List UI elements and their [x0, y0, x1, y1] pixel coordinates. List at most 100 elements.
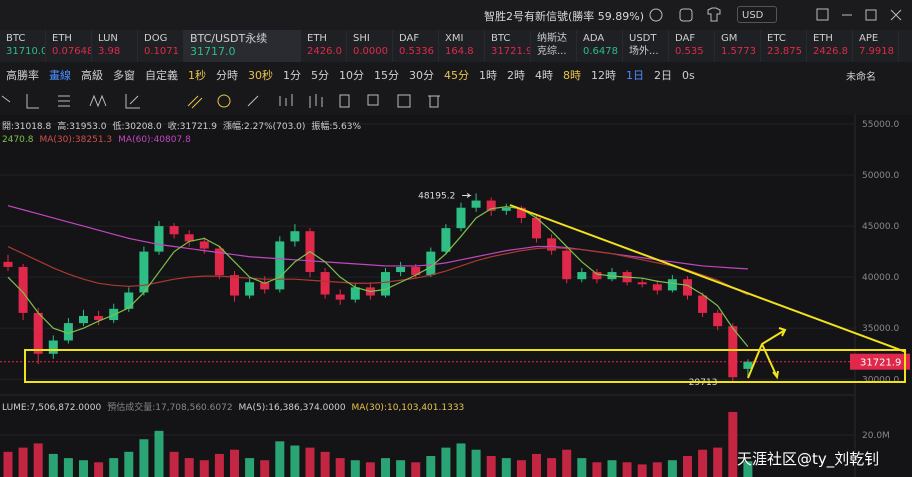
volume-bar	[33, 443, 43, 477]
candle-body	[260, 282, 270, 290]
volume-bar	[547, 458, 557, 477]
legend-item: MA(60):40807.8	[118, 135, 191, 145]
legend-item: LUME:7,506,872.0000	[2, 403, 102, 413]
candle-body	[743, 361, 753, 369]
candle-body	[18, 266, 28, 313]
toolbar-item[interactable]: 45分	[444, 69, 469, 82]
volume-bar	[683, 456, 692, 477]
tool[interactable]	[397, 94, 411, 108]
ticker[interactable]: ETC 23.875	[761, 30, 807, 62]
volume-bar	[426, 456, 436, 477]
currency-select[interactable]: USD	[737, 6, 777, 23]
tool[interactable]	[309, 94, 323, 108]
ticker[interactable]: ETH 2426.0	[301, 30, 347, 62]
toolbar-item[interactable]: 多窗	[113, 69, 135, 82]
toolbar-item[interactable]: 自定義	[145, 69, 178, 82]
ticker[interactable]: ETH 2426.8	[807, 30, 853, 62]
volume-bar	[3, 451, 13, 477]
candle-body	[501, 207, 511, 211]
ticker[interactable]: DOG 0.1071	[138, 30, 184, 62]
toolbar-item[interactable]: 15分	[374, 69, 399, 82]
candle-body	[139, 251, 149, 293]
bell[interactable]	[649, 8, 663, 22]
volume-bar	[411, 462, 421, 477]
toolbar-item[interactable]: 1秒	[188, 69, 206, 82]
ticker[interactable]: USDT 场外...	[623, 30, 669, 62]
shirt[interactable]	[707, 7, 721, 22]
volume-bar	[290, 445, 300, 477]
tool[interactable]	[217, 94, 231, 108]
ticker-name: ETH	[52, 33, 72, 44]
tool[interactable]	[247, 95, 259, 107]
tool[interactable]	[187, 95, 203, 109]
ticker-price: 23.875	[767, 46, 802, 57]
toolbar-item[interactable]: 8時	[563, 69, 581, 82]
toolbar-item[interactable]: 30分	[409, 69, 434, 82]
tool[interactable]	[89, 94, 107, 108]
legend-item: MA(30):10,103,401.1333	[351, 403, 465, 413]
chart-name[interactable]: 未命名	[846, 72, 876, 83]
ticker[interactable]: ETH 0.07648	[46, 30, 92, 62]
ticker[interactable]: BTC/USDT永续 31717.0	[184, 30, 301, 62]
toolbar-item[interactable]: 2日	[654, 69, 672, 82]
settings[interactable]	[679, 8, 693, 22]
ticker[interactable]: APE 7.9918	[853, 30, 899, 62]
ticker[interactable]: ADA 0.6478	[577, 30, 623, 62]
toolbar-item[interactable]: 10分	[339, 69, 364, 82]
volume-bar	[441, 447, 451, 477]
tool[interactable]	[58, 95, 70, 107]
toolbar-item[interactable]: 高級	[81, 69, 103, 82]
ticker[interactable]: GM 1.5773	[715, 30, 761, 62]
ticker[interactable]: SHI 0.0000	[347, 30, 393, 62]
toolbar-item[interactable]: 1分	[283, 69, 301, 82]
ticker[interactable]: BTC 31721.9	[485, 30, 531, 62]
ticker[interactable]: 纳斯达 克综...	[531, 30, 577, 62]
legend-item: MA(5):16,386,374.0000	[238, 403, 346, 413]
ticker-name: BTC	[6, 33, 26, 44]
ticker[interactable]: DAF 0.5336	[393, 30, 439, 62]
ohlc-item: 開:31018.8	[2, 122, 52, 132]
volume-legend: LUME:7,506,872.0000 預估成交量:17,708,560.6072…	[2, 400, 470, 413]
tool[interactable]	[428, 95, 440, 108]
ticker[interactable]: DAF 0.535	[669, 30, 715, 62]
toolbar-item[interactable]: 2時	[507, 69, 525, 82]
tool[interactable]	[367, 94, 379, 106]
ohlc-info: 開:31018.8 高:31953.0 低:30208.0 收:31721.9 漲幅:2…	[2, 119, 367, 132]
toolbar-item[interactable]: 分時	[216, 69, 238, 82]
volume-bar	[214, 453, 224, 477]
toolbar-item[interactable]: 4時	[535, 69, 553, 82]
tool[interactable]	[125, 94, 140, 109]
tool[interactable]	[279, 94, 293, 106]
toolbar-item[interactable]: 1日	[626, 69, 644, 82]
volume-bar	[456, 443, 466, 477]
y-tick-label: 45000.0	[862, 222, 899, 232]
toolbar-item[interactable]: 5分	[311, 69, 329, 82]
candle-body	[63, 323, 73, 341]
restore[interactable]	[816, 8, 829, 21]
candle-body	[33, 312, 43, 354]
ticker-name: GM	[721, 33, 738, 44]
signal[interactable]: 智胜2号有新信號(勝率 59.89%)	[484, 10, 645, 23]
close[interactable]	[890, 9, 902, 21]
candle-body	[683, 279, 692, 296]
candle-body	[637, 282, 647, 285]
ticker[interactable]: LUN 3.98	[92, 30, 138, 62]
candle-body	[426, 251, 436, 276]
toolbar-item[interactable]: 高勝率	[6, 69, 39, 82]
toolbar-item[interactable]: 0s	[682, 68, 695, 82]
toolbar-item[interactable]: 畫線	[49, 69, 71, 82]
ticker-price: 31710.0	[6, 46, 46, 57]
toolbar-item[interactable]: 30秒	[248, 69, 273, 82]
toolbar-item[interactable]: 1時	[479, 69, 497, 82]
y-tick-label: 35000.0	[862, 324, 899, 334]
volume-bar	[48, 453, 58, 477]
toolbar-item[interactable]: 12時	[591, 69, 616, 82]
maximize[interactable]	[865, 9, 877, 21]
candle-body	[275, 241, 285, 290]
tool[interactable]	[1, 94, 39, 109]
tool[interactable]	[339, 94, 350, 108]
ticker[interactable]: XMI 164.8	[439, 30, 485, 62]
ticker[interactable]: BTC 31710.0	[0, 30, 46, 62]
ticker-name: SHI	[353, 33, 370, 44]
legend-item: 2470.8	[2, 135, 34, 145]
